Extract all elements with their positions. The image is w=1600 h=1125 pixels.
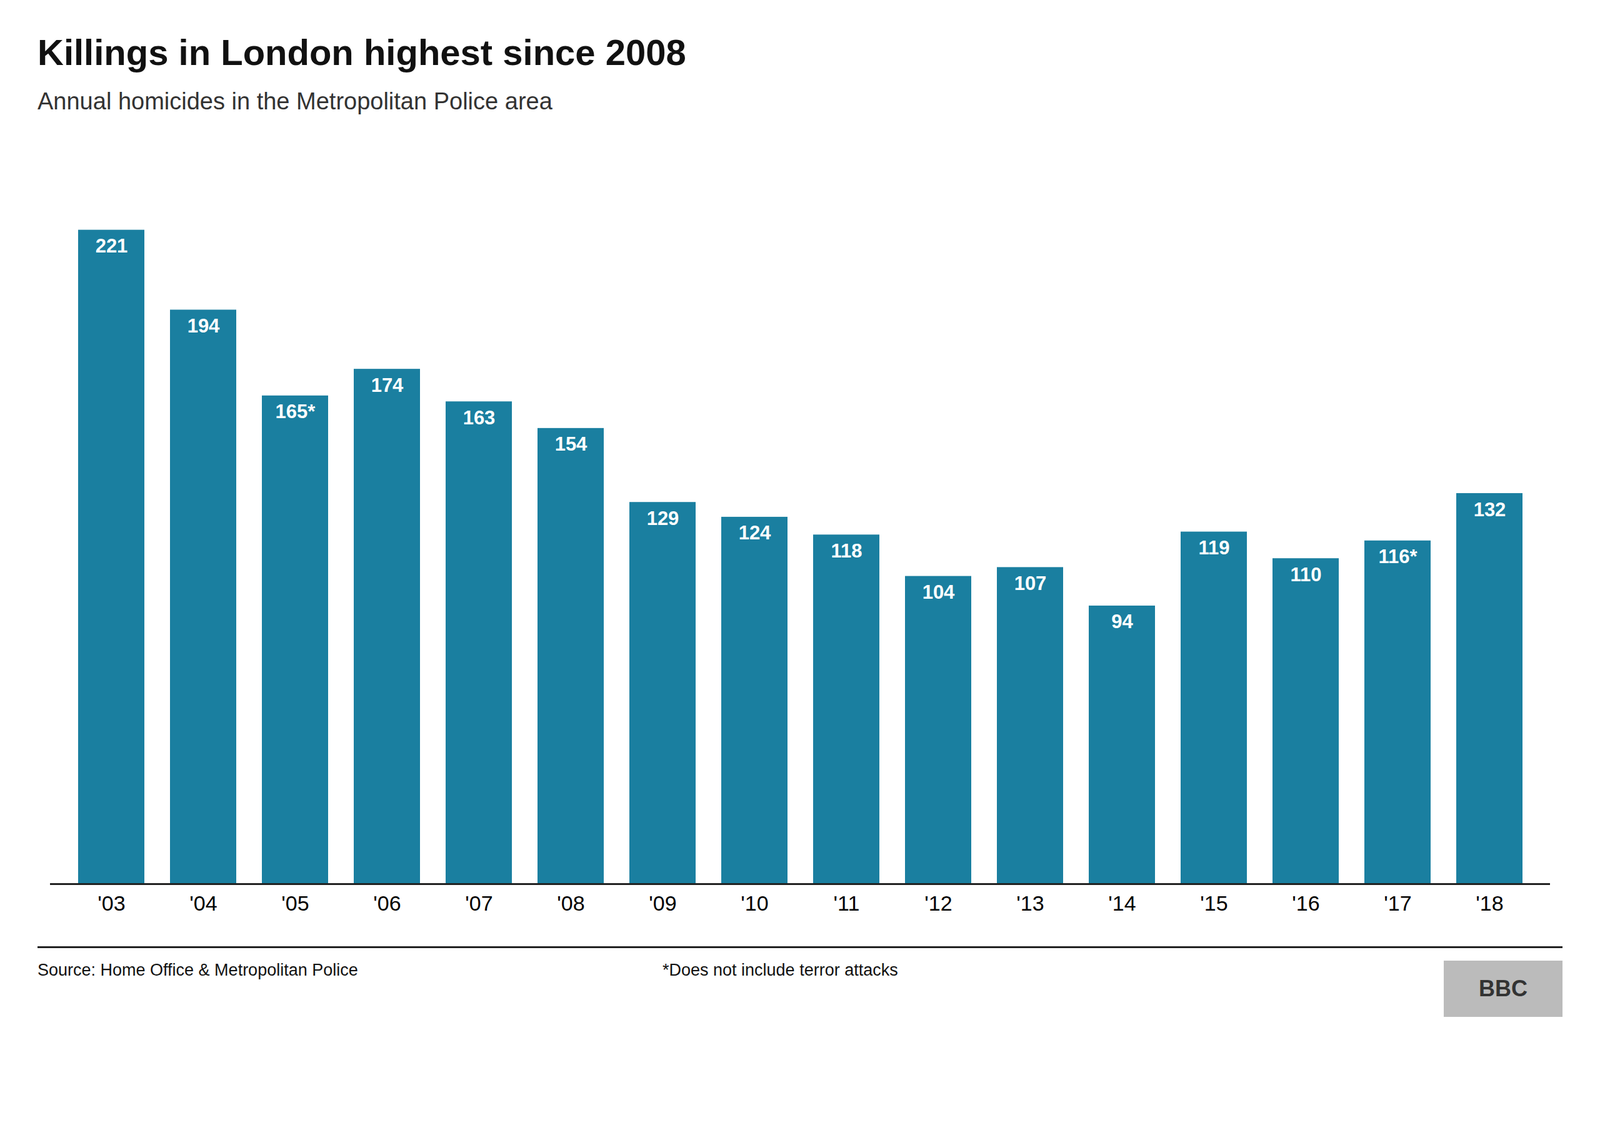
- svg-text:119: 119: [1198, 536, 1230, 559]
- svg-text:'09: '09: [648, 891, 677, 915]
- svg-text:'15: '15: [1200, 891, 1228, 915]
- svg-text:221: 221: [95, 235, 129, 257]
- svg-text:'08: '08: [556, 891, 585, 915]
- html-text:Killings in London highest sin: Killings in London highest since 2008: [37, 31, 687, 73]
- svg-text:'12: '12: [924, 891, 952, 915]
- svg-text:'03: '03: [97, 891, 125, 915]
- svg-text:107: 107: [1014, 572, 1047, 595]
- svg-text:124: 124: [738, 521, 772, 544]
- html-text:BBC: BBC: [1478, 975, 1528, 1002]
- svg-text:163: 163: [463, 406, 496, 429]
- svg-text:165*: 165*: [275, 400, 317, 423]
- svg-text:110: 110: [1290, 563, 1322, 586]
- svg-text:'16: '16: [1291, 891, 1320, 915]
- svg-text:'11: '11: [833, 891, 860, 915]
- svg-text:129: 129: [646, 507, 680, 530]
- svg-text:'13: '13: [1016, 891, 1044, 915]
- svg-text:194: 194: [187, 315, 220, 337]
- svg-text:'04: '04: [189, 891, 217, 915]
- svg-text:'17: '17: [1383, 891, 1412, 915]
- svg-text:174: 174: [371, 374, 404, 397]
- svg-text:118: 118: [830, 540, 862, 562]
- svg-text:154: 154: [555, 433, 588, 455]
- svg-text:'14: '14: [1108, 891, 1136, 915]
- svg-text:'10: '10: [740, 891, 769, 915]
- svg-text:104: 104: [922, 581, 955, 604]
- svg-text:116*: 116*: [1378, 545, 1418, 568]
- svg-text:'06: '06: [373, 891, 401, 915]
- svg-text:'05: '05: [281, 891, 309, 915]
- svg-text:94: 94: [1111, 610, 1134, 633]
- svg-text:132: 132: [1473, 498, 1507, 521]
- svg-text:'07: '07: [465, 891, 493, 915]
- html-text:*Does not include terror attac: *Does not include terror attacks: [662, 960, 898, 980]
- html-text:Annual homicides in the Metrop: Annual homicides in the Metropolitan Pol…: [37, 88, 553, 115]
- svg-text:'18: '18: [1475, 891, 1504, 915]
- html-text:Source: Home Office & Metropol: Source: Home Office & Metropolitan Polic…: [37, 960, 358, 980]
